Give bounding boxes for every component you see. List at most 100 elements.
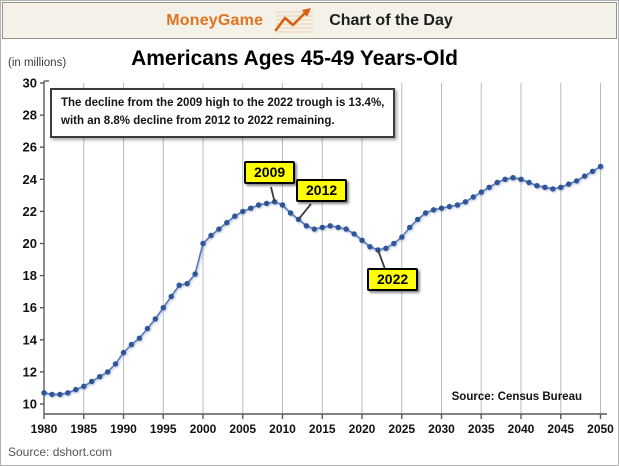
axes — [40, 80, 607, 419]
svg-text:2000: 2000 — [190, 422, 217, 436]
data-point — [208, 232, 214, 239]
data-point — [311, 226, 317, 232]
svg-text:2025: 2025 — [388, 422, 415, 436]
data-point — [454, 202, 461, 208]
data-point — [97, 374, 103, 380]
svg-text:2015: 2015 — [309, 422, 336, 436]
brand-logo: MoneyGame — [166, 11, 264, 29]
data-point — [224, 219, 230, 226]
data-point — [136, 335, 143, 341]
annotation-box: The decline from the 2009 high to the 20… — [50, 88, 396, 138]
data-point — [407, 224, 413, 231]
footer-source: Source: dshort.com — [8, 445, 113, 459]
data-point — [335, 224, 341, 231]
y-tick-labels: 10 12 14 16 18 20 22 24 26 28 30 — [23, 76, 38, 412]
data-point — [57, 391, 63, 398]
gridlines — [83, 83, 601, 414]
data-point — [430, 207, 437, 213]
svg-text:28: 28 — [23, 108, 37, 123]
data-point — [49, 391, 55, 398]
data-point — [597, 163, 604, 170]
data-point — [550, 186, 556, 192]
data-point — [263, 200, 270, 207]
data-point — [510, 175, 516, 181]
data-point — [232, 213, 238, 219]
header-title: Chart of the Day — [329, 11, 453, 29]
data-point — [589, 168, 596, 174]
data-point — [558, 184, 564, 190]
data-point — [470, 194, 476, 200]
svg-text:18: 18 — [23, 268, 37, 283]
data-point — [438, 205, 445, 211]
data-point — [104, 369, 111, 375]
data-point — [152, 316, 158, 322]
data-point — [120, 349, 127, 356]
y-axis-unit-label: (in millions) — [8, 57, 67, 69]
svg-text:2035: 2035 — [468, 422, 495, 436]
data-point — [303, 223, 310, 229]
data-point — [160, 305, 166, 311]
data-point — [494, 179, 500, 186]
svg-text:20: 20 — [23, 236, 37, 251]
svg-text:12: 12 — [23, 364, 37, 379]
svg-text:2050: 2050 — [587, 422, 614, 436]
data-point — [573, 178, 580, 184]
data-point — [200, 240, 206, 247]
data-point — [81, 383, 87, 389]
data-point — [526, 179, 532, 186]
data-point — [248, 205, 254, 211]
data-point — [391, 240, 397, 247]
data-point — [502, 176, 508, 182]
annotation-line2: with an 8.8% decline from 2012 to 2022 r… — [61, 114, 335, 127]
chart-source-label: Source: Census Bureau — [451, 391, 582, 403]
data-point — [168, 293, 174, 300]
data-point — [144, 325, 151, 332]
data-point — [176, 282, 182, 288]
svg-text:16: 16 — [23, 300, 37, 315]
svg-text:22: 22 — [23, 204, 37, 219]
svg-text:2005: 2005 — [229, 422, 256, 436]
svg-text:30: 30 — [23, 76, 37, 91]
data-point — [41, 390, 47, 396]
data-point — [255, 202, 262, 208]
data-point — [112, 361, 119, 367]
data-point — [240, 208, 246, 215]
data-point — [327, 223, 333, 229]
data-point — [216, 226, 222, 232]
data-point — [279, 202, 286, 208]
svg-text:2010: 2010 — [269, 422, 296, 436]
callout-2012: 2012 — [296, 179, 348, 202]
data-point — [65, 390, 71, 396]
svg-text:1980: 1980 — [31, 422, 58, 436]
data-point — [399, 234, 405, 240]
svg-text:1985: 1985 — [70, 422, 97, 436]
svg-text:1995: 1995 — [150, 422, 177, 436]
callout-connectors — [270, 186, 386, 270]
data-point — [446, 203, 453, 210]
data-point — [128, 341, 135, 348]
annotation-line1: The decline from the 2009 high to the 20… — [61, 97, 385, 109]
svg-text:2040: 2040 — [508, 422, 535, 436]
data-point — [343, 226, 349, 232]
data-point — [351, 231, 357, 237]
svg-text:2045: 2045 — [547, 422, 574, 436]
data-point — [422, 210, 429, 216]
data-point — [383, 245, 389, 251]
callout-2009: 2009 — [244, 161, 296, 184]
data-point — [287, 210, 294, 216]
x-tick-labels: 1980 1985 1990 1995 2000 2005 2010 2015 2020 2025… — [31, 422, 615, 436]
line-chart-up-icon — [274, 7, 314, 32]
data-point — [478, 189, 484, 195]
data-point — [415, 216, 421, 223]
data-point — [518, 176, 524, 182]
data-point — [89, 378, 95, 385]
data-point — [534, 183, 540, 189]
header-bar: MoneyGame Chart of the Day — [2, 2, 617, 39]
data-point — [367, 244, 373, 250]
data-point — [462, 199, 469, 205]
svg-text:10: 10 — [23, 397, 37, 412]
svg-text:1990: 1990 — [110, 422, 137, 436]
data-point — [486, 184, 492, 190]
